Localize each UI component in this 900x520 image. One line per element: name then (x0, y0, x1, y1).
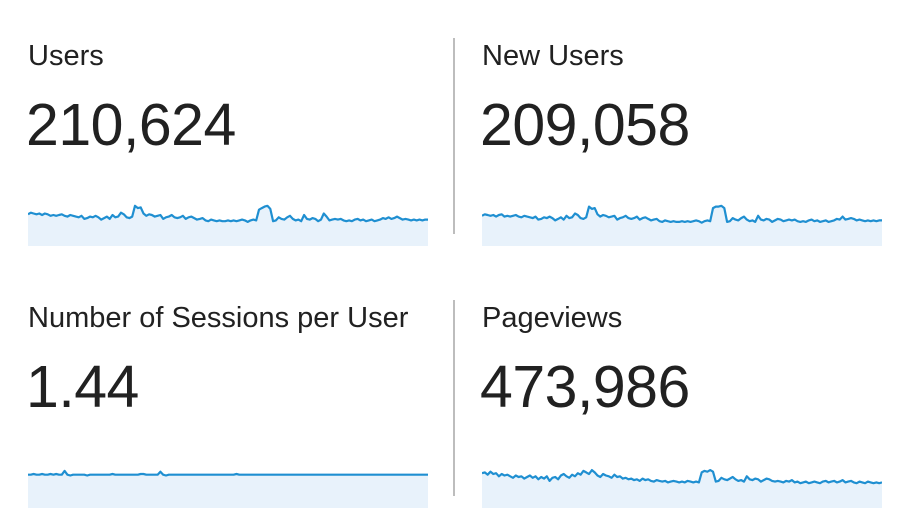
sparkline-users (28, 204, 428, 246)
metric-label: New Users (482, 40, 624, 72)
metrics-grid: Users 210,624 New Users 209,058 Number o… (26, 38, 900, 508)
sparkline-area (482, 205, 882, 246)
metric-card-users[interactable]: Users 210,624 (26, 38, 448, 258)
sparkline-line (28, 469, 428, 477)
sparkline-line (482, 204, 882, 224)
sparkline-area (482, 470, 882, 508)
divider (453, 38, 455, 234)
metric-value: 473,986 (480, 354, 690, 420)
sparkline-line (28, 204, 428, 223)
metric-value: 1.44 (26, 354, 139, 420)
metric-value: 210,624 (26, 92, 236, 158)
metric-value: 209,058 (480, 92, 690, 158)
sparkline-sessions-per-user (28, 469, 428, 508)
sparkline-area (28, 205, 428, 246)
sparkline-line (482, 469, 882, 485)
metric-label: Users (28, 40, 104, 72)
sparkline-area (28, 470, 428, 508)
divider (453, 300, 455, 496)
metric-label: Number of Sessions per User (28, 302, 409, 334)
metric-label: Pageviews (482, 302, 623, 334)
sparkline-new-users (482, 204, 882, 246)
metric-card-new-users[interactable]: New Users 209,058 (480, 38, 900, 258)
metric-card-pageviews[interactable]: Pageviews 473,986 (480, 300, 900, 520)
metric-card-sessions-per-user[interactable]: Number of Sessions per User 1.44 (26, 300, 448, 520)
sparkline-pageviews (482, 469, 882, 508)
